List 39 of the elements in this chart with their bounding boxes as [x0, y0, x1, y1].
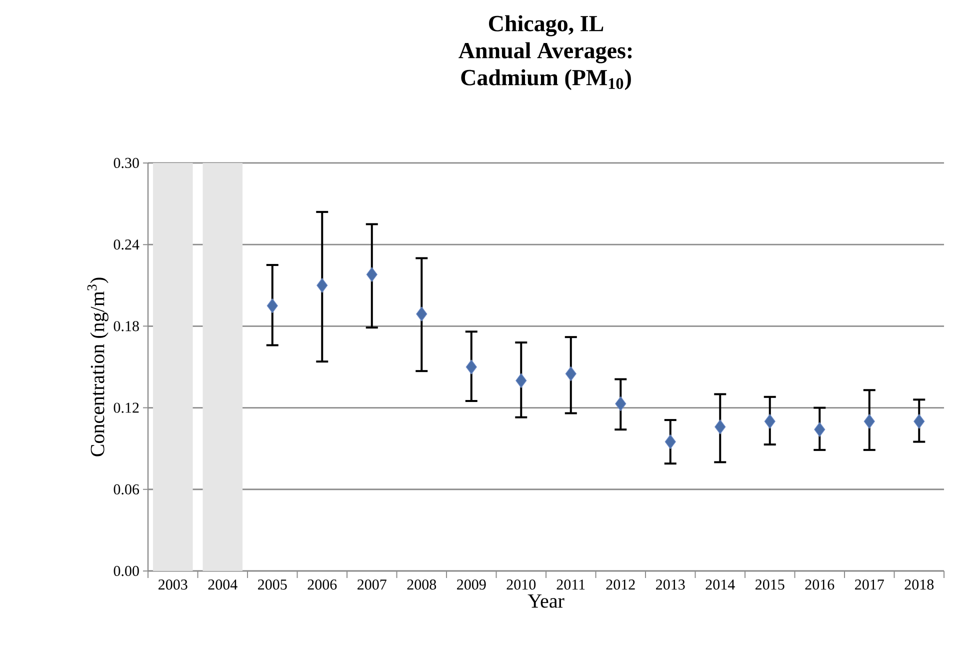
x-tick-label: 2012 [606, 580, 635, 590]
x-tick-label: 2013 [656, 580, 685, 590]
point [516, 373, 527, 388]
x-tick-label: 2006 [308, 580, 337, 590]
point [316, 278, 328, 293]
point [864, 414, 875, 429]
x-tick-label: 2004 [208, 580, 238, 590]
x-tick-label: 2010 [506, 580, 536, 590]
y-tick-label: 0.12 [114, 402, 139, 413]
point [266, 298, 278, 314]
point [664, 434, 676, 450]
x-axis-title: Year [528, 594, 564, 608]
x-tick-label: 2005 [258, 580, 287, 590]
x-tick-label: 2007 [358, 580, 386, 590]
point [714, 420, 726, 434]
chart-title: Chicago, IL Annual Averages: Cadmium (PM$_{10}$) [458, 15, 632, 90]
point [366, 267, 378, 282]
x-tick-label: 2011 [556, 580, 585, 590]
point [466, 360, 477, 374]
x-tick-label: 2009 [457, 580, 486, 590]
x-tick-label: 2015 [756, 580, 784, 590]
y-tick-label: 0.24 [114, 239, 140, 250]
point [814, 422, 826, 437]
x-tick-label: 2017 [855, 580, 884, 590]
y-tick-label: 0.00 [114, 566, 139, 576]
x-tick-label: 2014 [706, 580, 735, 590]
x-tick-label: 2016 [805, 580, 834, 590]
point [416, 306, 428, 322]
x-tick-label: 2003 [158, 580, 188, 590]
y-axis-title: Concentration (ng/m$^{3}$) [87, 278, 108, 456]
y-tick-label: 0.18 [114, 321, 139, 332]
point [914, 414, 925, 429]
point [565, 366, 576, 382]
x-tick-label: 2008 [407, 580, 436, 590]
point [764, 414, 776, 429]
x-tick-label: 2018 [904, 580, 934, 590]
y-tick-label: 0.06 [114, 484, 140, 494]
point [615, 396, 626, 412]
y-tick-label: 0.30 [114, 158, 139, 168]
